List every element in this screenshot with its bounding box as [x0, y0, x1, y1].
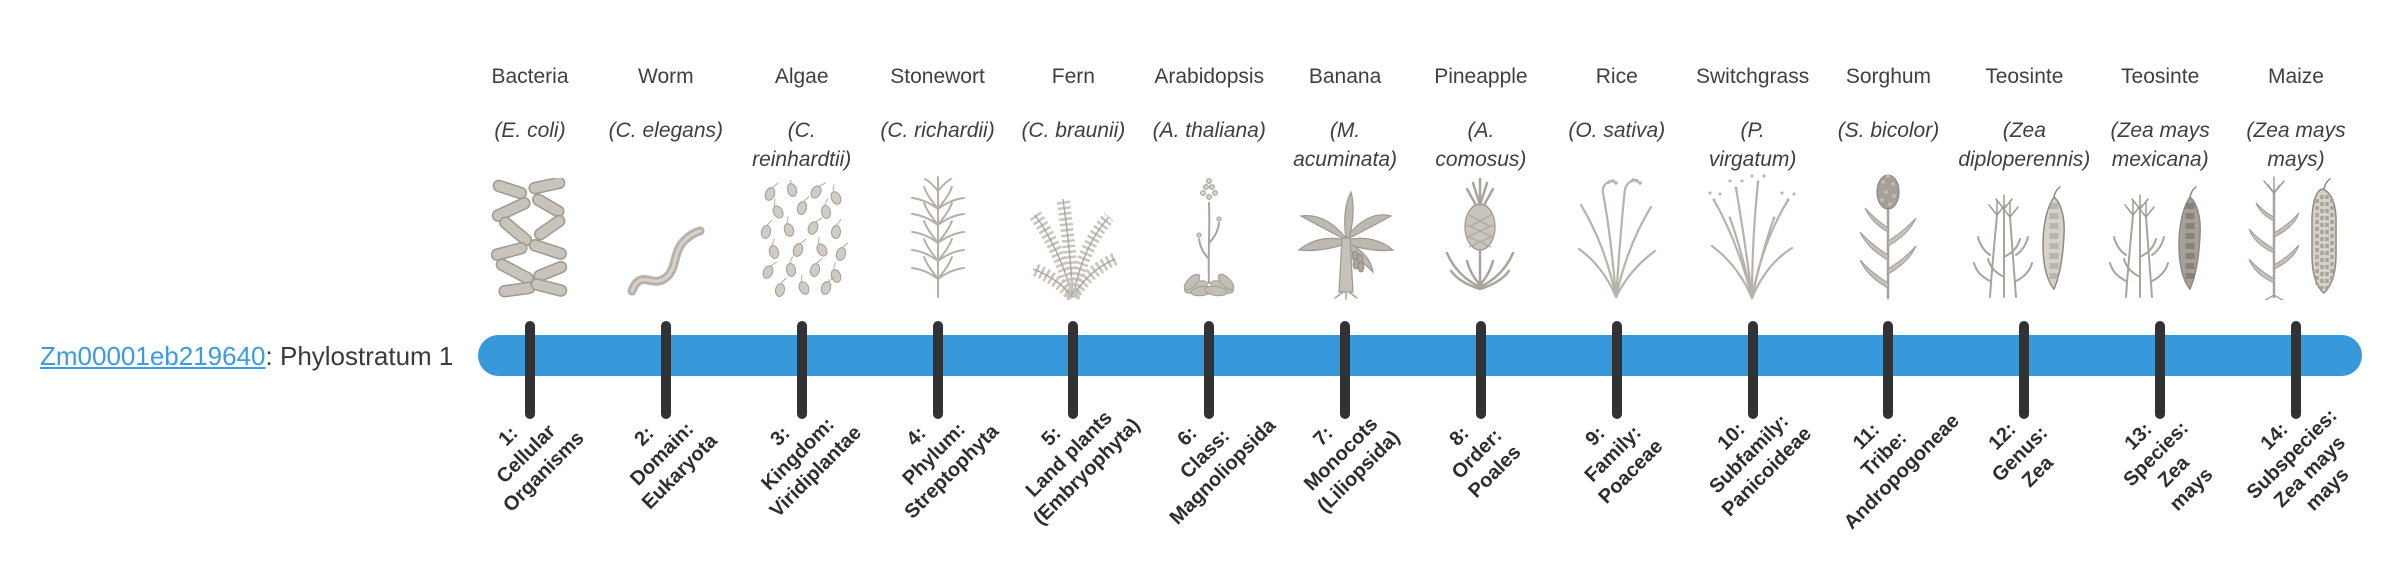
rice-icon	[1557, 168, 1677, 300]
taxon-species-name: (M. acuminata)	[1293, 119, 1397, 171]
timeline-tick-4	[932, 321, 943, 419]
timeline-tick-10	[1747, 321, 1758, 419]
taxon-species-name: (C. reinhardtii)	[752, 119, 852, 171]
stratum-label: 5: Land plants (Embryophyta)	[1022, 406, 1145, 530]
taxon-common-name: Fern	[1051, 65, 1095, 88]
taxon-label-14: Maize (Zea mays mays)	[2211, 64, 2381, 174]
pineapple-icon	[1421, 168, 1541, 300]
taxon-species-name: (E. coli)	[494, 119, 566, 142]
timeline-tick-8	[1475, 321, 1486, 419]
timeline-tick-11	[1883, 321, 1894, 419]
taxon-label-4: Stonewort (C. richardii)	[853, 64, 1023, 145]
taxon-label-6: Arabidopsis (A. thaliana)	[1124, 64, 1294, 145]
banana-icon	[1285, 168, 1405, 300]
arabidopsis-icon	[1149, 168, 1269, 300]
stratum-label: 6: Class: Magnoliopsida	[1165, 414, 1281, 530]
taxon-common-name: Teosinte	[2121, 65, 2200, 88]
timeline-tick-14	[2290, 321, 2301, 419]
switchgrass-icon	[1693, 168, 1813, 300]
stratum-label: 8: Order: Poales	[1445, 422, 1526, 503]
sorghum-icon	[1828, 168, 1948, 300]
taxon-common-name: Arabidopsis	[1154, 65, 1265, 88]
stratum-label: 10: Subfamily: Panicoideae	[1704, 410, 1816, 521]
taxon-common-name: Bacteria	[491, 65, 569, 88]
taxon-label-10: Switchgrass (P. virgatum)	[1668, 64, 1838, 174]
taxon-species-name: (A. thaliana)	[1152, 119, 1266, 142]
taxon-common-name: Pineapple	[1434, 65, 1528, 88]
maize-icon	[2236, 168, 2356, 300]
taxon-species-name: (C. braunii)	[1021, 119, 1126, 142]
timeline-bar	[478, 335, 2362, 376]
timeline-tick-6	[1204, 321, 1215, 419]
taxon-species-name: (P. virgatum)	[1708, 119, 1797, 171]
stratum-label: 13: Species: Zea mays	[2119, 417, 2218, 516]
stratum-label: 12: Genus: Zea	[1984, 418, 2059, 492]
taxon-species-name: (O. sativa)	[1568, 119, 1666, 142]
taxon-label-2: Worm (C. elegans)	[581, 64, 751, 145]
taxon-species-name: (S. bicolor)	[1837, 119, 1940, 142]
gene-label: Zm00001eb219640: Phylostratum 1	[40, 341, 453, 371]
gene-id-link[interactable]: Zm00001eb219640	[40, 341, 266, 371]
taxon-species-name: (Zea mays mexicana)	[2110, 119, 2210, 171]
teosinte-dark-icon	[2100, 168, 2220, 300]
taxon-common-name: Banana	[1308, 65, 1382, 88]
taxon-label-9: Rice (O. sativa)	[1532, 64, 1702, 145]
taxon-common-name: Maize	[2267, 65, 2324, 88]
taxon-label-1: Bacteria (E. coli)	[445, 64, 615, 145]
timeline-tick-9	[1611, 321, 1622, 419]
bacteria-icon	[470, 168, 590, 300]
stonewort-icon	[878, 168, 998, 300]
timeline-tick-5	[1068, 321, 1079, 419]
taxon-common-name: Algae	[774, 65, 829, 88]
taxon-common-name: Rice	[1595, 65, 1638, 88]
stratum-label: 9: Family: Poaceae	[1580, 421, 1668, 509]
taxon-label-3: Algae (C. reinhardtii)	[717, 64, 887, 174]
taxon-label-11: Sorghum (S. bicolor)	[1803, 64, 1973, 145]
stratum-label: 7: Monocots (Liliopsida)	[1300, 413, 1405, 518]
timeline-tick-3	[796, 321, 807, 419]
timeline-tick-1	[525, 321, 535, 419]
taxon-label-8: Pineapple (A. comosus)	[1396, 64, 1566, 174]
algae-icon	[742, 168, 862, 300]
taxon-common-name: Worm	[638, 65, 694, 88]
gene-annotation: : Phylostratum 1	[265, 341, 454, 371]
taxon-label-13: Teosinte (Zea mays mexicana)	[2075, 64, 2245, 174]
timeline-tick-7	[1340, 321, 1351, 419]
teosinte-icon	[1964, 168, 2084, 300]
taxon-label-7: Banana (M. acuminata)	[1260, 64, 1430, 174]
timeline-tick-12	[2019, 321, 2030, 419]
taxon-species-name: (C. elegans)	[608, 119, 724, 142]
stratum-label: 1: Cellular Organisms	[492, 420, 589, 517]
taxon-common-name: Switchgrass	[1696, 65, 1810, 88]
taxon-label-12: Teosinte (Zea diploperennis)	[1939, 64, 2109, 174]
taxon-common-name: Teosinte	[1985, 65, 2064, 88]
worm-icon	[606, 168, 726, 300]
fern-icon	[1013, 168, 1133, 300]
taxon-label-5: Fern (C. braunii)	[988, 64, 1158, 145]
stratum-label: 2: Domain: Eukaryota	[625, 418, 722, 514]
taxon-species-name: (C. richardii)	[880, 119, 995, 142]
stratum-label: 4: Phylum: Streptophyta	[898, 418, 1003, 524]
timeline-tick-2	[660, 321, 671, 419]
stratum-label: 3: Kingdom: Viridiplantae	[757, 413, 866, 522]
timeline-tick-13	[2155, 321, 2166, 419]
taxon-common-name: Sorghum	[1845, 65, 1932, 88]
stratum-label: 14: Subspecies: Zea mays mays	[2242, 404, 2354, 516]
taxon-species-name: (Zea mays mays)	[2246, 119, 2346, 171]
taxon-species-name: (A. comosus)	[1435, 119, 1527, 171]
taxon-common-name: Stonewort	[890, 65, 985, 88]
taxon-species-name: (Zea diploperennis)	[1958, 119, 2091, 171]
